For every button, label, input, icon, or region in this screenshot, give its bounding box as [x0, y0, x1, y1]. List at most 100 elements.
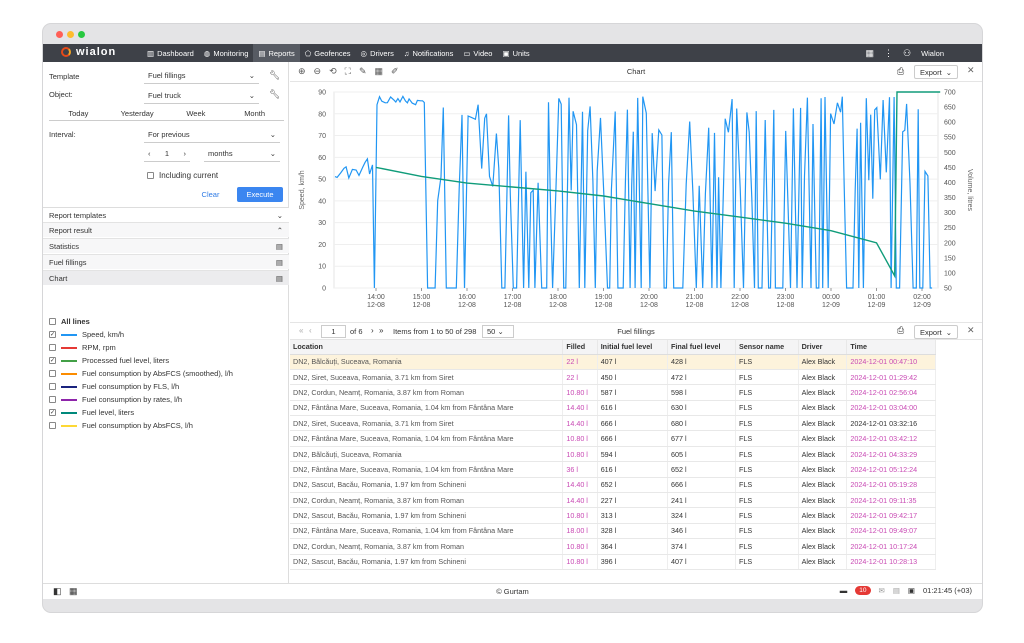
notification-badge[interactable]: 10 [855, 586, 871, 595]
sidebar-toggle-icon[interactable]: ◧ [53, 586, 62, 596]
table-cell[interactable]: 2024-12-01 10:28:13 [846, 554, 936, 570]
table-row[interactable]: DN2, Fântâna Mare, Suceava, Romania, 1.0… [290, 461, 936, 478]
table-cell[interactable]: 2024-12-01 05:19:28 [846, 477, 936, 494]
including-current-checkbox[interactable]: Including current [147, 168, 218, 182]
table-cell[interactable]: 2024-12-01 09:11:35 [846, 492, 936, 509]
line-option[interactable]: ✓ Fuel level, liters [49, 406, 289, 419]
line-option[interactable]: ✓ Processed fuel level, liters [49, 354, 289, 367]
grid-icon[interactable]: ▦ [69, 586, 78, 596]
zoom-out-icon[interactable]: ⊖ [313, 66, 322, 76]
line-option[interactable]: Fuel consumption by FLS, l/h [49, 380, 289, 393]
column-header[interactable]: Location [290, 340, 564, 355]
table-cell[interactable]: 2024-12-01 10:17:24 [846, 538, 936, 555]
nav-item-units[interactable]: ▣ Units [497, 44, 534, 62]
interval-select[interactable]: For previous ⌄ [144, 127, 280, 143]
tab-yesterday[interactable]: Yesterday [120, 109, 154, 118]
table-row[interactable]: DN2, Bălcăuți, Suceava, Romania 10.80 l 59… [290, 446, 936, 463]
pencil-icon[interactable]: ✐ [391, 66, 399, 76]
execute-button[interactable]: Execute [237, 187, 283, 202]
nav-item-monitoring[interactable]: ◍ Monitoring [199, 44, 254, 62]
table-cell[interactable]: 2024-12-01 03:04:00 [846, 400, 936, 417]
user-name[interactable]: Wialon [921, 48, 944, 58]
table-cell[interactable]: 2024-12-01 04:33:29 [846, 446, 936, 463]
prev-page-icon[interactable]: ‹ [309, 326, 312, 335]
line-option[interactable]: Fuel consumption by rates, l/h [49, 393, 289, 406]
table-cell[interactable]: 2024-12-01 03:42:12 [846, 430, 936, 447]
object-select[interactable]: Fuel truck ⌄ [144, 88, 259, 104]
table-cell[interactable]: 2024-12-01 02:56:04 [846, 384, 936, 401]
column-header[interactable]: Final fuel level [667, 340, 736, 355]
apps-grid-icon[interactable]: ▦ [865, 47, 874, 58]
table-row[interactable]: DN2, Sascut, Bacău, Romania, 1.97 km fro… [290, 507, 936, 524]
line-option[interactable]: Fuel consumption by AbsFCS, l/h [49, 419, 289, 432]
print-icon[interactable]: ⎙ [897, 325, 905, 335]
table-row[interactable]: DN2, Sascut, Bacău, Romania, 1.97 km fro… [290, 477, 936, 494]
wialon-logo[interactable]: wialon [61, 46, 116, 58]
zoom-in-icon[interactable]: ⊕ [298, 66, 306, 76]
messages-icon[interactable]: ▬ [839, 586, 848, 595]
table-row[interactable]: DN2, Fântâna Mare, Suceava, Romania, 1.0… [290, 400, 936, 417]
table-row[interactable]: DN2, Fântâna Mare, Suceava, Romania, 1.0… [290, 523, 936, 540]
panel-icon[interactable]: ▤ [275, 257, 283, 267]
table-cell[interactable]: 2024-12-01 09:49:07 [846, 523, 936, 540]
close-window-button[interactable] [56, 31, 63, 38]
object-wrench-icon[interactable]: 🔧︎ [269, 89, 281, 99]
table-row[interactable]: DN2, Fântâna Mare, Suceava, Romania, 1.0… [290, 430, 936, 447]
tab-today[interactable]: Today [68, 109, 89, 118]
panel-icon[interactable]: ▤ [275, 241, 283, 251]
nav-item-notifications[interactable]: ♫ Notifications [399, 44, 458, 62]
map-icon[interactable]: ▤ [892, 586, 900, 595]
table-cell[interactable]: 2024-12-01 00:47:10 [846, 354, 936, 370]
chart-canvas[interactable]: 0 10 20 30 40 50 60 70 80 90 50 100 150 200 250 300 350 4… [290, 83, 982, 322]
table-row[interactable]: DN2, Cordun, Neamț, Romania, 3.87 km fro… [290, 492, 936, 509]
decrement-icon[interactable]: ‹ [148, 149, 151, 158]
table-cell[interactable]: 2024-12-01 05:12:24 [846, 461, 936, 478]
page-input[interactable]: 1 [321, 325, 346, 338]
close-icon[interactable]: ✕ [967, 65, 975, 75]
template-wrench-icon[interactable]: 🔧︎ [269, 70, 281, 80]
nav-item-video[interactable]: ▭ Video [458, 44, 497, 62]
calendar-icon[interactable]: ▦ [374, 66, 384, 76]
column-header[interactable]: Filled [562, 340, 598, 355]
clear-button[interactable]: Clear [201, 190, 220, 199]
line-option[interactable]: ✓ Speed, km/h [49, 328, 289, 341]
all-lines-checkbox[interactable]: All lines [49, 315, 289, 328]
print-icon[interactable]: ⎙ [897, 66, 905, 76]
monitor-icon[interactable]: ▣ [907, 586, 915, 595]
column-header[interactable]: Time [846, 340, 936, 355]
tab-month[interactable]: Month [244, 109, 266, 118]
column-header[interactable]: Driver [798, 340, 848, 355]
reset-zoom-icon[interactable]: ⟲ [329, 66, 337, 76]
table-cell[interactable]: 2024-12-01 03:32:16 [846, 415, 936, 432]
select-area-icon[interactable]: ⛶ [344, 66, 351, 76]
table-row[interactable]: DN2, Cordun, Neamț, Romania, 3.87 km fro… [290, 538, 936, 555]
table-row[interactable]: DN2, Bălcăuți, Suceava, Romania 22 l 407 l… [290, 354, 936, 370]
chart-section[interactable]: Chart ▤ [43, 270, 289, 285]
user-icon[interactable]: ⚇ [902, 47, 912, 58]
table-row[interactable]: DN2, Siret, Suceava, Romania, 3.71 km fr… [290, 369, 936, 386]
next-page-icon[interactable]: › [371, 326, 374, 335]
more-icon[interactable]: ⋮ [883, 47, 893, 58]
column-header[interactable]: Sensor name [735, 340, 799, 355]
interval-count-stepper[interactable]: ‹ 1 › [144, 146, 190, 162]
first-page-icon[interactable]: « [299, 326, 304, 335]
close-icon[interactable]: ✕ [967, 325, 975, 335]
table-row[interactable]: DN2, Cordun, Neamț, Romania, 3.87 km fro… [290, 384, 936, 401]
nav-item-dashboard[interactable]: ▥ Dashboard [142, 44, 199, 62]
minimize-window-button[interactable] [67, 31, 74, 38]
template-select[interactable]: Fuel fillings ⌄ [144, 68, 259, 84]
interval-unit-select[interactable]: months ⌄ [204, 146, 280, 162]
last-page-icon[interactable]: » [379, 326, 384, 335]
tasks-icon[interactable]: ✉ [878, 586, 885, 595]
nav-item-reports[interactable]: ▤ Reports [253, 44, 300, 62]
statistics-section[interactable]: Statistics ▤ [43, 238, 289, 253]
increment-icon[interactable]: › [183, 149, 186, 158]
fuel-fillings-section[interactable]: Fuel fillings ▤ [43, 254, 289, 269]
table-export-select[interactable]: Export ⌄ [914, 325, 958, 339]
tab-week[interactable]: Week [186, 109, 206, 118]
nav-item-drivers[interactable]: ◎ Drivers [356, 44, 399, 62]
panel-icon[interactable]: ▤ [275, 273, 283, 283]
maximize-window-button[interactable] [78, 31, 85, 38]
comment-icon[interactable]: ✎ [358, 66, 367, 76]
line-option[interactable]: Fuel consumption by AbsFCS (smoothed), l… [49, 367, 289, 380]
